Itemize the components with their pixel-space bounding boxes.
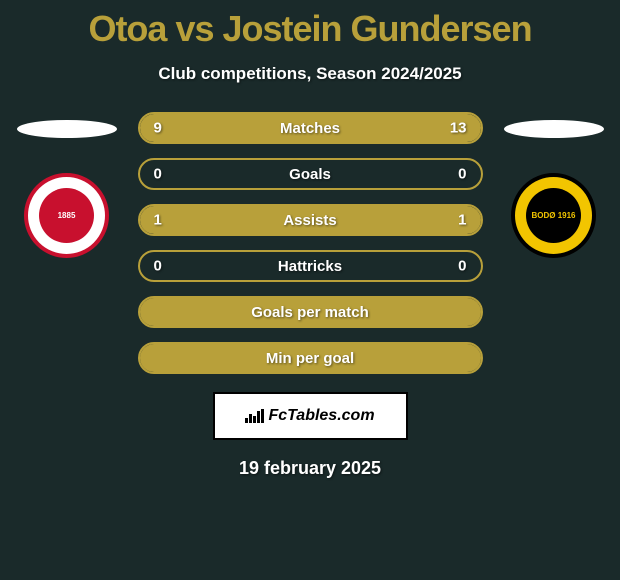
left-badge-text: 1885 <box>39 188 94 243</box>
stat-label: Assists <box>283 212 336 229</box>
main-row: 1885 9 Matches 13 0 Goals 0 1 Assists 1 0 Hattrick… <box>0 112 620 374</box>
stat-bar: Min per goal <box>138 342 483 374</box>
brand-link[interactable]: FcTables.com <box>213 392 408 440</box>
stat-value-right: 0 <box>458 258 466 275</box>
stat-bar: 0 Hattricks 0 <box>138 250 483 282</box>
date-text: 19 february 2025 <box>0 458 620 479</box>
left-team-badge: 1885 <box>24 173 109 258</box>
stat-label: Hattricks <box>278 258 342 275</box>
right-column: BODØ 1916 <box>499 112 609 258</box>
stat-value-left: 1 <box>154 212 162 229</box>
right-team-badge: BODØ 1916 <box>511 173 596 258</box>
stat-label: Min per goal <box>266 350 354 367</box>
stats-column: 9 Matches 13 0 Goals 0 1 Assists 1 0 Hattricks 0 Goa… <box>138 112 483 374</box>
brand-text: FcTables.com <box>268 407 374 425</box>
stat-value-left: 0 <box>154 166 162 183</box>
left-ellipse <box>17 120 117 138</box>
stat-label: Matches <box>280 120 340 137</box>
subtitle: Club competitions, Season 2024/2025 <box>0 64 620 84</box>
right-ellipse <box>504 120 604 138</box>
stat-value-right: 13 <box>450 120 467 137</box>
stat-value-left: 9 <box>154 120 162 137</box>
stat-label: Goals <box>289 166 331 183</box>
stat-bar: Goals per match <box>138 296 483 328</box>
right-badge-text: BODØ 1916 <box>526 188 581 243</box>
stat-bar: 0 Goals 0 <box>138 158 483 190</box>
stat-value-right: 0 <box>458 166 466 183</box>
left-column: 1885 <box>12 112 122 258</box>
page-title: Otoa vs Jostein Gundersen <box>0 0 620 50</box>
stat-label: Goals per match <box>251 304 369 321</box>
stat-bar: 9 Matches 13 <box>138 112 483 144</box>
stat-value-left: 0 <box>154 258 162 275</box>
chart-icon <box>245 409 264 423</box>
stat-bar: 1 Assists 1 <box>138 204 483 236</box>
stat-value-right: 1 <box>458 212 466 229</box>
comparison-card: Otoa vs Jostein Gundersen Club competiti… <box>0 0 620 479</box>
